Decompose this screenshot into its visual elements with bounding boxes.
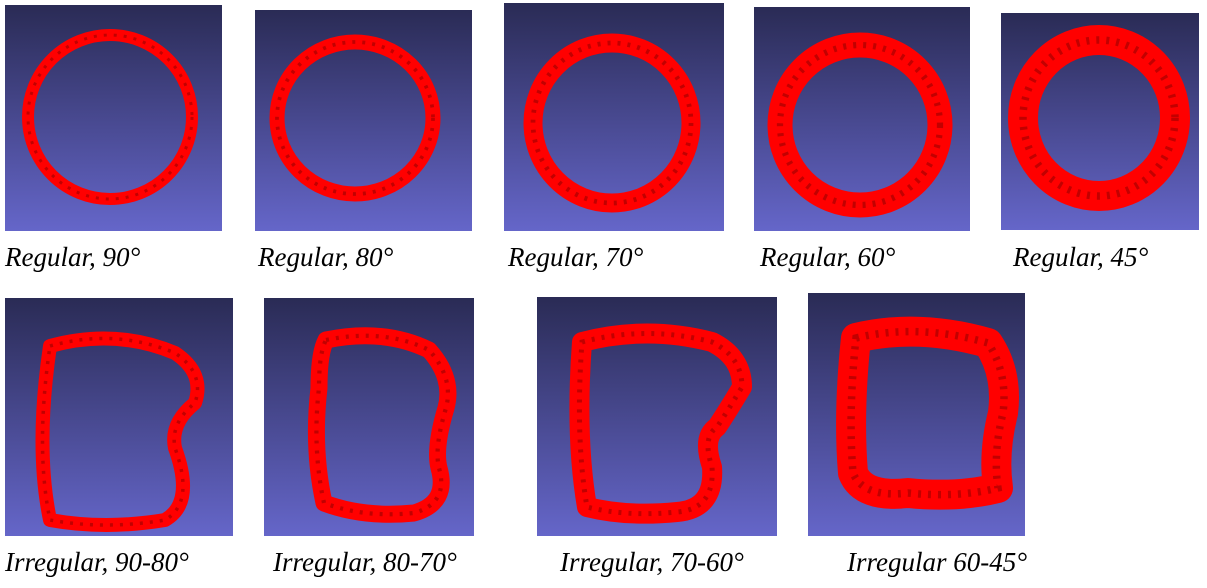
caption: Irregular, 90-80° [4,547,189,577]
image-panel [5,298,233,536]
caption: Regular, 90° [4,242,140,272]
image-panel [255,10,472,231]
image-panel [504,3,724,231]
image-panel [754,7,970,231]
caption: Irregular, 80-70° [272,547,457,577]
image-panel [264,298,474,536]
caption: Regular, 60° [759,242,895,272]
image-panel [537,297,777,536]
caption: Irregular 60-45° [846,547,1027,577]
figure: Regular, 90° Regular, 80° Regular, 70° Regu… [0,0,1207,588]
caption: Regular, 70° [507,242,643,272]
image-panel [1001,13,1199,230]
image-panel [808,293,1025,536]
caption: Regular, 80° [257,242,393,272]
image-panel [5,5,222,231]
caption: Regular, 45° [1012,242,1148,272]
caption: Irregular, 70-60° [559,547,744,577]
